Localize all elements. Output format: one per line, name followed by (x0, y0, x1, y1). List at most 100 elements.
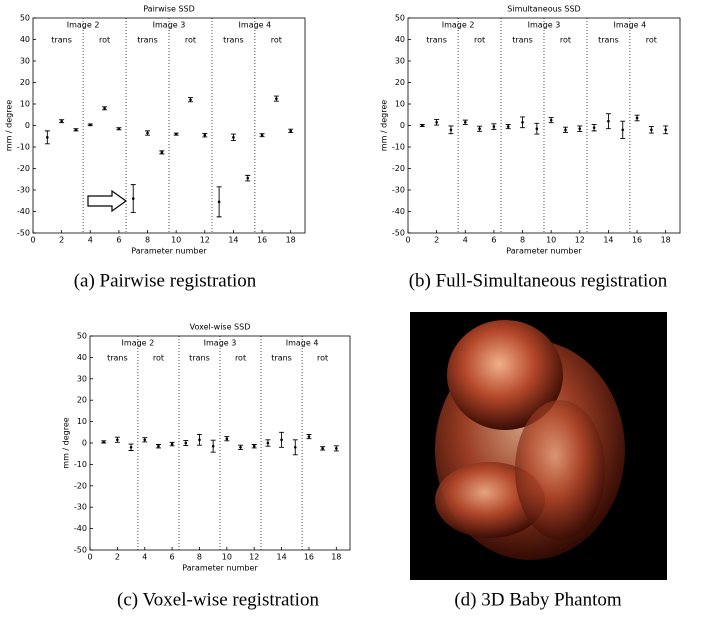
point (275, 97, 278, 100)
y-tick-label: 30 (395, 57, 405, 66)
x-tick-label: 4 (142, 553, 147, 562)
y-tick-label: -10 (17, 143, 30, 152)
x-tick-label: 2 (434, 236, 439, 245)
x-axis-label: Parameter number (182, 564, 258, 573)
x-tick-label: 12 (249, 553, 259, 562)
y-tick-label: -20 (74, 481, 87, 490)
point (252, 444, 256, 448)
x-tick-label: 6 (116, 236, 121, 245)
x-tick-label: 12 (200, 236, 210, 245)
phantom-image (410, 312, 667, 580)
point (184, 441, 188, 445)
point (478, 127, 481, 131)
x-tick-label: 10 (222, 553, 232, 562)
point (293, 445, 297, 449)
point (280, 438, 283, 442)
point (46, 136, 49, 139)
y-tick-label: 10 (20, 100, 30, 109)
point (650, 128, 653, 132)
x-tick-label: 16 (632, 236, 642, 245)
y-tick-label: -30 (392, 186, 405, 195)
plot-frame (32, 17, 306, 234)
caption: (a) Pairwise registration (74, 270, 257, 291)
point (189, 98, 192, 101)
y-tick-label: 10 (77, 417, 87, 426)
point (174, 132, 178, 136)
subgroup-label: trans (598, 36, 619, 45)
point (232, 136, 235, 139)
subgroup-label: trans (137, 36, 158, 45)
x-tick-label: 18 (286, 236, 296, 245)
y-tick-label: -40 (17, 207, 30, 216)
point (102, 440, 105, 444)
subgroup-label: rot (646, 36, 657, 45)
y-tick-label: 20 (395, 78, 405, 87)
point (217, 200, 221, 204)
point (266, 441, 270, 445)
subgroup-label: rot (474, 36, 485, 45)
subgroup-label: rot (185, 36, 196, 45)
x-tick-label: 0 (30, 236, 35, 245)
subgroup-label: trans (271, 354, 292, 363)
group-label: Image 4 (286, 339, 319, 348)
x-tick-label: 4 (88, 236, 93, 245)
x-tick-label: 16 (304, 553, 314, 562)
x-tick-label: 12 (575, 236, 585, 245)
x-tick-label: 6 (491, 236, 496, 245)
x-tick-label: 0 (87, 553, 92, 562)
point (260, 133, 264, 137)
y-axis-label: mm / degree (5, 100, 14, 151)
subgroup-label: rot (271, 36, 282, 45)
point (203, 133, 207, 137)
point (564, 128, 567, 132)
y-tick-label: 10 (395, 100, 405, 109)
caption: (d) 3D Baby Phantom (454, 589, 622, 610)
subgroup-label: trans (426, 36, 447, 45)
y-tick-label: -50 (392, 229, 405, 238)
point (592, 126, 596, 129)
x-tick-label: 0 (405, 236, 410, 245)
y-tick-label: 50 (77, 332, 87, 341)
y-tick-label: -10 (74, 460, 87, 469)
point (116, 438, 119, 442)
subgroup-label: trans (189, 354, 210, 363)
subgroup-label: rot (235, 354, 246, 363)
point (103, 107, 106, 110)
point (335, 447, 338, 450)
y-tick-label: 40 (77, 353, 87, 362)
y-tick-label: 40 (20, 35, 30, 44)
group-label: Image 4 (614, 21, 647, 30)
point (463, 120, 467, 124)
point (129, 445, 133, 449)
subgroup-label: rot (153, 354, 164, 363)
point (88, 123, 92, 127)
group-label: Image 2 (442, 21, 475, 30)
point (60, 119, 63, 123)
chart-title: Voxel-wise SSD (190, 323, 251, 332)
y-tick-label: 40 (395, 35, 405, 44)
y-tick-label: -30 (74, 503, 87, 512)
point (607, 119, 610, 123)
y-tick-label: 30 (77, 374, 87, 383)
x-tick-label: 10 (171, 236, 181, 245)
point (635, 116, 639, 120)
point (160, 151, 164, 154)
y-tick-label: -40 (392, 207, 405, 216)
y-tick-label: 50 (395, 14, 405, 23)
point (170, 442, 174, 446)
x-tick-label: 8 (145, 236, 150, 245)
x-axis-label: Parameter number (506, 247, 582, 256)
point (157, 444, 160, 448)
subgroup-label: trans (223, 36, 244, 45)
point (289, 129, 292, 133)
chart-title: Pairwise SSD (143, 5, 195, 14)
x-tick-label: 16 (257, 236, 267, 245)
group-label: Image 3 (153, 21, 186, 30)
x-tick-label: 8 (520, 236, 525, 245)
point (492, 125, 496, 128)
point (449, 128, 453, 132)
group-label: Image 4 (239, 21, 272, 30)
y-tick-label: -20 (17, 164, 30, 173)
x-tick-label: 4 (463, 236, 468, 245)
